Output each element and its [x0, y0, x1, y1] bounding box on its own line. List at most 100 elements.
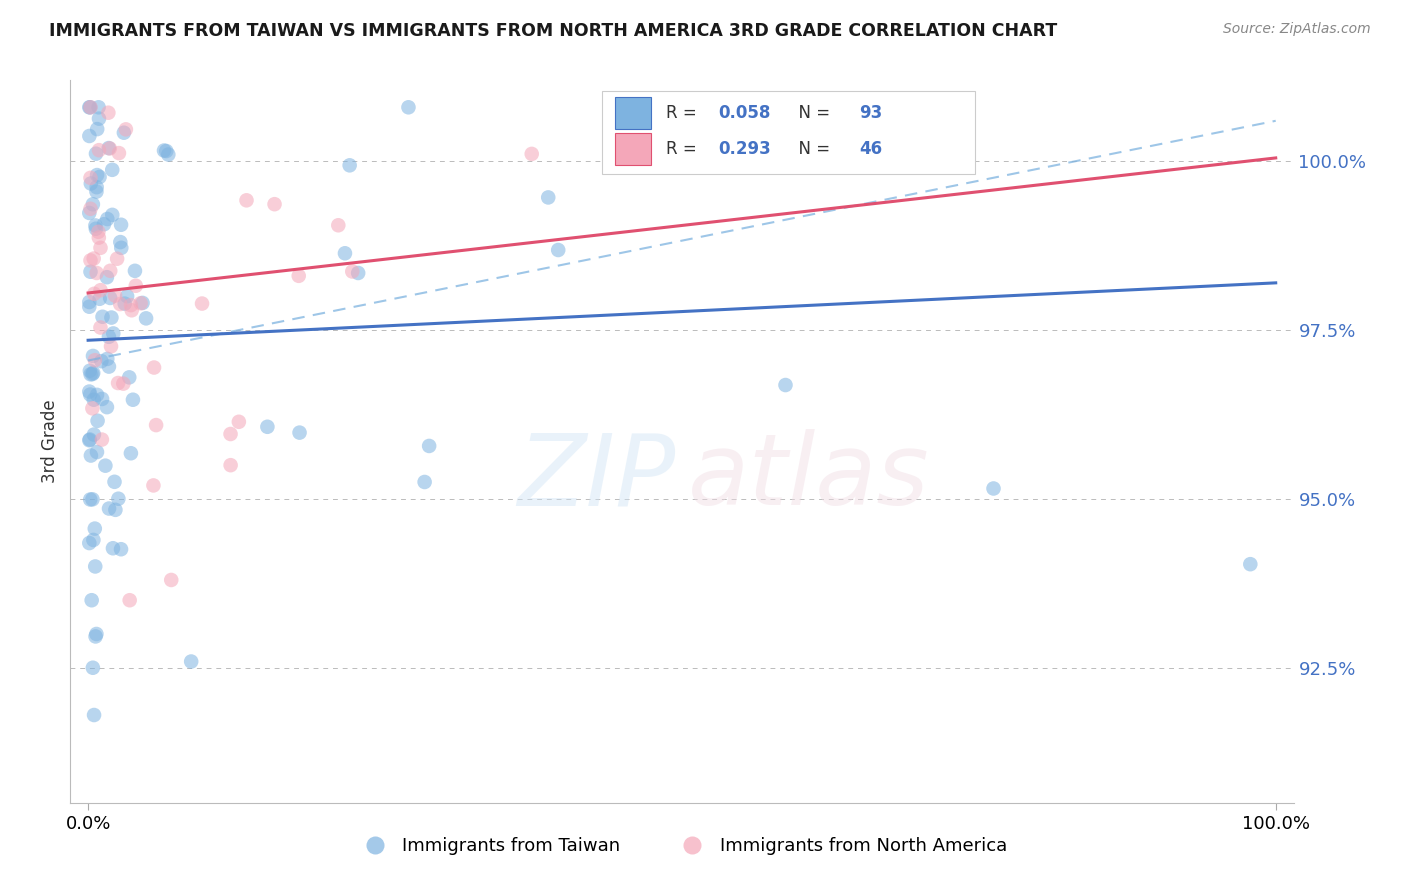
Text: Source: ZipAtlas.com: Source: ZipAtlas.com	[1223, 22, 1371, 37]
Point	[83, 353, 105, 368]
Point	[90, 354, 112, 368]
Point	[122, 392, 145, 407]
Point	[135, 311, 157, 326]
Point	[101, 541, 124, 556]
Point	[79, 364, 101, 378]
Point	[342, 264, 364, 278]
Text: 93: 93	[859, 103, 883, 122]
Point	[82, 366, 104, 380]
Point	[110, 241, 132, 255]
Point	[82, 401, 104, 416]
Point	[263, 197, 285, 211]
Point	[86, 180, 108, 194]
Point	[105, 252, 128, 266]
Point	[83, 252, 105, 266]
Point	[96, 270, 118, 285]
Point	[110, 235, 132, 249]
Point	[537, 190, 560, 204]
Point	[143, 360, 166, 375]
Point	[287, 268, 309, 283]
Point	[125, 278, 148, 293]
Point	[100, 310, 122, 325]
Point	[520, 147, 543, 161]
Point	[101, 162, 124, 177]
Point	[418, 439, 440, 453]
Point	[82, 197, 104, 211]
Text: atlas: atlas	[688, 429, 929, 526]
Point	[87, 225, 110, 239]
Text: 0.058: 0.058	[718, 103, 770, 122]
Point	[98, 501, 121, 516]
Point	[547, 243, 569, 257]
Point	[89, 320, 111, 334]
Point	[79, 100, 101, 114]
Point	[131, 296, 153, 310]
Point	[82, 492, 104, 507]
Point	[97, 141, 120, 155]
Point	[118, 593, 141, 607]
FancyBboxPatch shape	[602, 91, 976, 174]
Point	[93, 217, 115, 231]
Point	[84, 221, 107, 235]
Point	[142, 478, 165, 492]
Point	[90, 283, 112, 297]
Point	[79, 300, 101, 314]
Text: R =: R =	[666, 103, 702, 122]
Point	[115, 289, 138, 303]
Point	[107, 376, 129, 390]
Point	[145, 418, 167, 433]
Point	[153, 144, 176, 158]
Point	[82, 367, 104, 381]
Point	[219, 458, 242, 472]
Point	[160, 573, 183, 587]
Point	[103, 475, 125, 489]
Point	[80, 177, 103, 191]
Point	[104, 288, 127, 302]
Point	[983, 482, 1005, 496]
Point	[79, 128, 101, 143]
Point	[98, 291, 121, 305]
Point	[97, 105, 120, 120]
Point	[94, 458, 117, 473]
Y-axis label: 3rd Grade: 3rd Grade	[41, 400, 59, 483]
Text: R =: R =	[666, 140, 702, 158]
Point	[347, 266, 370, 280]
Point	[89, 292, 111, 306]
Point	[84, 219, 107, 233]
Point	[108, 297, 131, 311]
Point	[79, 265, 101, 279]
Point	[97, 330, 120, 344]
Point	[79, 206, 101, 220]
Point	[87, 100, 110, 114]
Point	[155, 144, 177, 158]
Point	[79, 295, 101, 310]
Point	[80, 593, 103, 607]
Point	[120, 446, 142, 460]
Point	[288, 425, 311, 440]
Point	[98, 264, 121, 278]
Point	[86, 266, 108, 280]
Point	[339, 158, 361, 172]
Point	[86, 185, 108, 199]
Point	[775, 378, 797, 392]
Point	[96, 212, 118, 227]
Point	[79, 253, 101, 268]
Point	[124, 264, 146, 278]
Text: N =: N =	[789, 103, 835, 122]
Point	[86, 168, 108, 182]
Point	[1239, 557, 1261, 571]
Point	[103, 326, 125, 341]
Point	[115, 122, 138, 136]
Point	[87, 230, 110, 244]
Point	[79, 170, 101, 185]
Point	[121, 303, 143, 318]
Point	[104, 503, 127, 517]
Point	[82, 661, 104, 675]
Point	[79, 387, 101, 401]
Point	[89, 169, 111, 184]
Point	[191, 296, 214, 310]
Point	[333, 246, 356, 260]
Text: 46: 46	[859, 140, 883, 158]
Point	[83, 522, 105, 536]
Point	[87, 143, 110, 157]
